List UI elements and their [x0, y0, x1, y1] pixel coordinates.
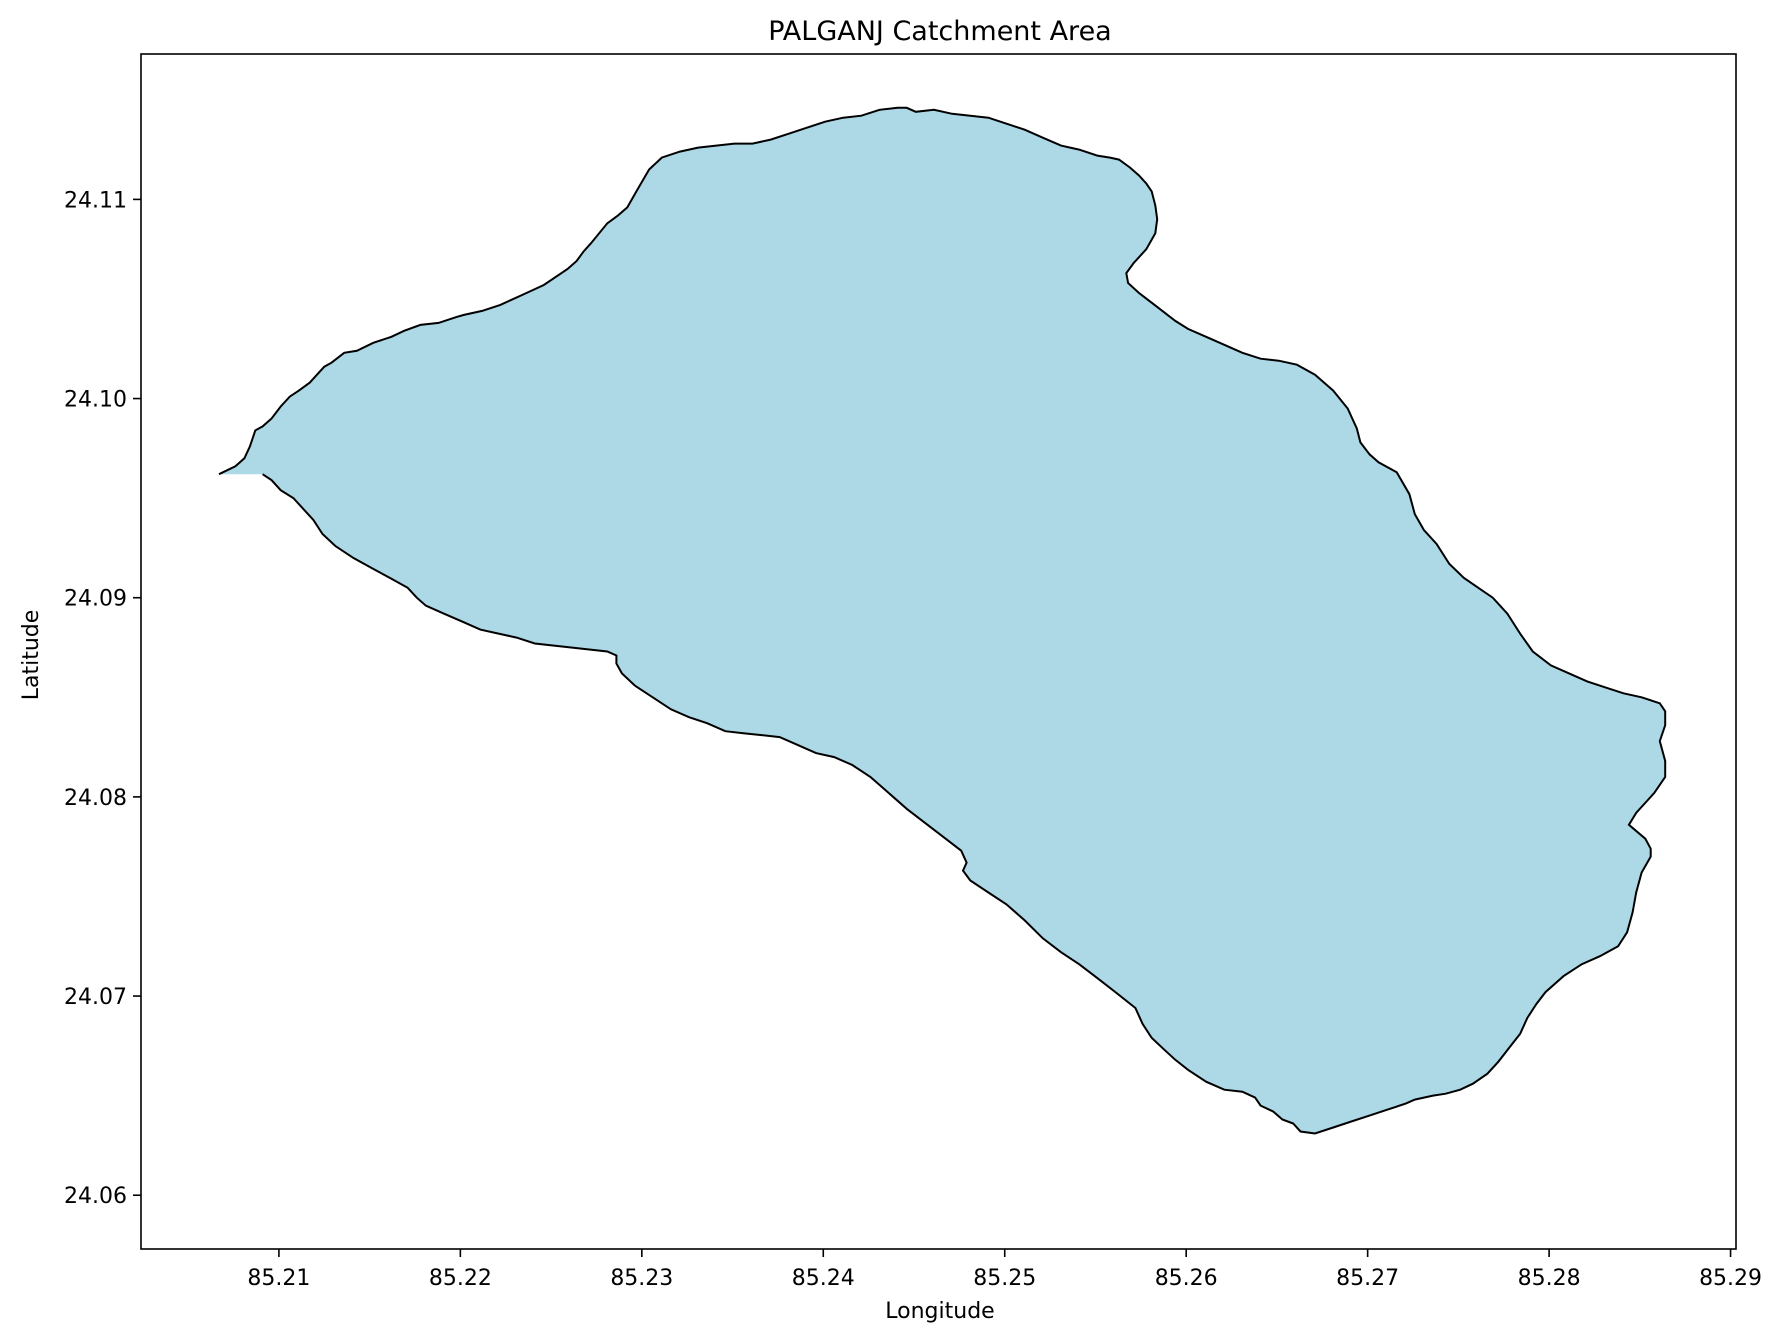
y-tick-label: 24.11	[64, 188, 127, 213]
x-tick-label: 85.24	[792, 1266, 855, 1291]
x-tick-label: 85.25	[973, 1266, 1036, 1291]
x-tick-label: 85.23	[610, 1266, 673, 1291]
x-tick-label: 85.22	[429, 1266, 492, 1291]
y-tick-label: 24.09	[64, 587, 127, 612]
y-tick-label: 24.08	[64, 786, 127, 811]
y-tick-label: 24.10	[64, 388, 127, 413]
y-axis: 24.06 24.07 24.08 24.09 24.10 24.11	[64, 188, 141, 1209]
catchment-polygon	[218, 106, 1667, 1135]
x-axis: 85.21 85.22 85.23 85.24 85.25 85.26 85.27 85.28…	[247, 1249, 1762, 1291]
x-tick-label: 85.27	[1336, 1266, 1399, 1291]
x-axis-label: Longitude	[885, 1299, 994, 1324]
plot-frame	[140, 53, 1737, 1250]
x-tick-label: 85.29	[1699, 1266, 1762, 1291]
y-axis-label: Latitude	[19, 610, 44, 701]
plot-area	[218, 106, 1667, 1135]
y-tick-label: 24.06	[64, 1184, 127, 1209]
map-title: PALGANJ Catchment Area	[768, 16, 1111, 47]
x-tick-label: 85.26	[1155, 1266, 1218, 1291]
y-tick-label: 24.07	[64, 985, 127, 1010]
x-tick-label: 85.28	[1518, 1266, 1581, 1291]
x-tick-label: 85.21	[247, 1266, 310, 1291]
